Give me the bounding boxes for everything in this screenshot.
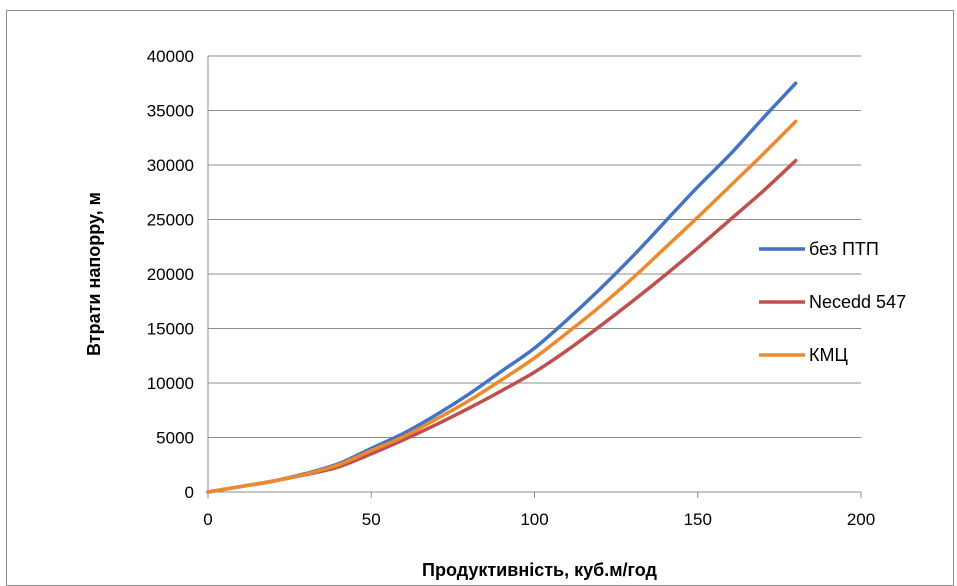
- y-tick-label-3: 15000: [147, 320, 194, 339]
- legend-label-1: Necedd 547: [809, 292, 906, 312]
- axes: [207, 56, 862, 498]
- y-tick-label-0: 0: [185, 483, 194, 502]
- y-tick-label-4: 20000: [147, 265, 194, 284]
- y-tick-label-5: 25000: [147, 211, 194, 230]
- legend-label-0: без ПТП: [809, 239, 879, 259]
- x-tick-label-2: 100: [520, 510, 548, 529]
- series-line-1: [206, 158, 798, 494]
- series-line-2: [206, 119, 798, 494]
- chart: 0 5000 10000 15000 20000 25000 30000 35000 40000…: [84, 47, 906, 580]
- y-axis-title: Втрати напорру, м: [84, 192, 104, 356]
- series-lines: [206, 81, 798, 494]
- x-tick-label-3: 150: [684, 510, 712, 529]
- grid: [208, 55, 861, 438]
- chart-frame: 0 5000 10000 15000 20000 25000 30000 35000 40000…: [6, 10, 954, 586]
- y-tick-label-8: 40000: [147, 47, 194, 66]
- x-axis-title: Продуктивність, куб.м/год: [422, 560, 658, 580]
- legend: без ПТП Necedd 547 КМЦ: [759, 239, 906, 365]
- legend-label-2: КМЦ: [809, 345, 848, 365]
- y-tick-label-1: 5000: [156, 429, 194, 448]
- series-line-0: [206, 81, 798, 494]
- tick-labels: 0 5000 10000 15000 20000 25000 30000 35000 40000…: [147, 47, 875, 529]
- x-tick-label-4: 200: [847, 510, 875, 529]
- y-tick-label-6: 30000: [147, 156, 194, 175]
- x-tick-label-1: 50: [362, 510, 381, 529]
- y-tick-label-7: 35000: [147, 102, 194, 121]
- x-tick-label-0: 0: [203, 510, 212, 529]
- y-tick-label-2: 10000: [147, 374, 194, 393]
